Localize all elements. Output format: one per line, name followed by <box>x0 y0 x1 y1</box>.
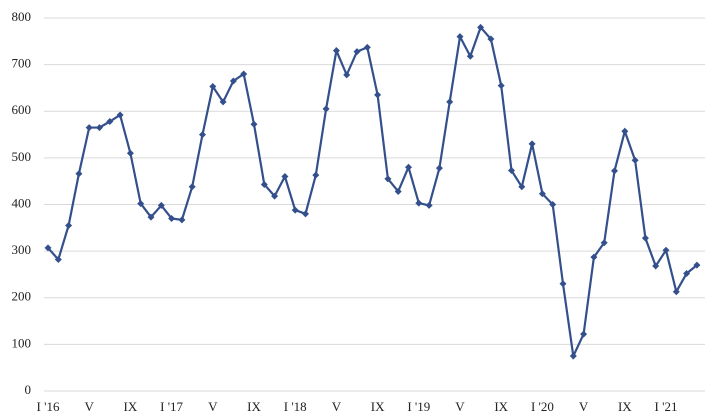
x-tick-label: I '20 <box>531 399 554 414</box>
x-tick-label: I '21 <box>655 399 678 414</box>
data-point <box>353 48 361 56</box>
data-point <box>600 239 608 247</box>
x-tick-label: V <box>85 399 95 414</box>
data-point <box>85 124 93 132</box>
x-tick-label: IX <box>247 399 261 414</box>
y-tick-label: 700 <box>12 56 32 71</box>
data-point <box>137 200 145 208</box>
x-tick-label: IX <box>124 399 138 414</box>
data-point <box>693 261 701 269</box>
data-point <box>260 180 268 188</box>
data-point <box>384 175 392 183</box>
data-point <box>569 352 577 360</box>
data-point <box>549 201 557 208</box>
data-point <box>281 173 289 181</box>
data-point <box>188 183 196 191</box>
data-point <box>343 71 351 79</box>
data-point <box>425 201 433 209</box>
data-point <box>394 187 402 195</box>
y-tick-label: 300 <box>12 242 32 257</box>
data-point <box>435 164 443 172</box>
data-point <box>415 199 423 207</box>
y-tick-label: 200 <box>12 289 32 304</box>
x-tick-label: V <box>455 399 465 414</box>
data-point <box>168 214 176 222</box>
data-point <box>199 131 206 139</box>
x-tick-label: I '19 <box>407 399 430 414</box>
data-point <box>518 183 526 191</box>
data-line <box>47 25 698 360</box>
data-point <box>477 23 485 31</box>
data-point <box>106 118 114 126</box>
x-tick-label: V <box>579 399 589 414</box>
x-tick-label: V <box>208 399 218 414</box>
y-tick-label: 600 <box>12 102 32 117</box>
x-tick-label: I '18 <box>284 399 307 414</box>
data-point <box>466 52 474 60</box>
data-point <box>662 246 670 254</box>
x-tick-label: IX <box>494 399 508 414</box>
data-point <box>229 77 237 85</box>
data-point <box>528 140 536 148</box>
data-point <box>178 216 186 224</box>
data-point <box>96 124 103 132</box>
data-point <box>446 98 454 106</box>
data-point <box>322 105 330 113</box>
data-point <box>271 192 279 200</box>
data-point <box>508 166 515 174</box>
data-point <box>116 111 124 119</box>
data-point <box>580 330 588 338</box>
data-point <box>54 256 62 264</box>
data-point <box>219 98 227 106</box>
data-point <box>157 201 165 209</box>
data-point <box>147 213 155 221</box>
data-point <box>405 163 412 171</box>
x-tick-label: IX <box>618 399 632 414</box>
data-point <box>240 70 248 78</box>
y-tick-label: 800 <box>12 9 32 24</box>
data-point <box>631 156 639 164</box>
data-point <box>75 170 83 178</box>
data-point <box>611 167 618 175</box>
data-point <box>65 221 73 229</box>
data-point <box>312 171 320 179</box>
data-point <box>302 210 309 218</box>
data-point <box>538 190 546 198</box>
data-point <box>652 262 660 270</box>
data-point <box>291 206 299 214</box>
data-point <box>44 244 52 252</box>
x-tick-label: I '17 <box>160 399 183 414</box>
data-point <box>621 127 629 135</box>
data-point <box>672 288 680 296</box>
data-point <box>683 270 691 278</box>
data-point <box>374 91 382 99</box>
data-point <box>250 120 258 128</box>
data-point <box>641 234 649 242</box>
y-tick-label: 100 <box>12 335 32 350</box>
x-tick-label: I '16 <box>37 399 60 414</box>
y-tick-label: 400 <box>12 195 32 210</box>
data-point <box>497 82 505 90</box>
x-tick-label: IX <box>371 399 385 414</box>
data-point <box>363 43 371 51</box>
y-tick-label: 500 <box>12 149 32 164</box>
data-point <box>487 35 495 43</box>
data-point <box>456 33 464 41</box>
x-tick-label: V <box>332 399 342 414</box>
data-point <box>590 253 598 261</box>
data-point <box>209 83 217 91</box>
y-tick-label: 0 <box>25 382 32 397</box>
data-point <box>332 47 340 55</box>
data-point <box>126 149 134 157</box>
data-point <box>559 280 567 288</box>
